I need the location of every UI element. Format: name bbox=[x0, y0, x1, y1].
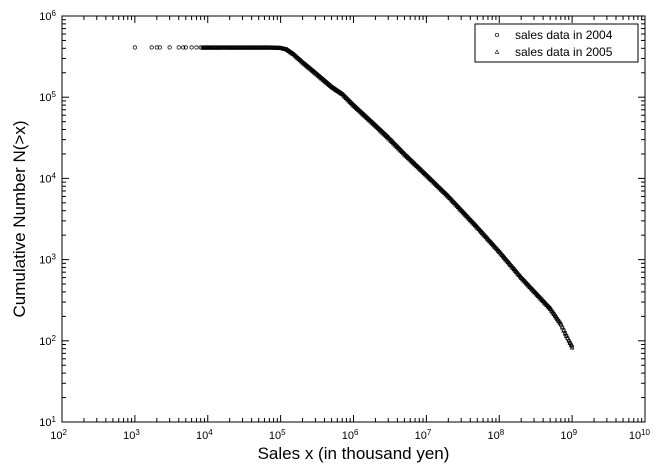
x-tick-label: 104 bbox=[196, 428, 213, 443]
data-point-2005 bbox=[569, 345, 575, 350]
x-axis-title: Sales x (in thousand yen) bbox=[258, 444, 450, 463]
data-point-2005 bbox=[565, 335, 570, 341]
data-point-2005 bbox=[568, 342, 574, 348]
legend-label-2005: sales data in 2005 bbox=[515, 45, 613, 59]
data-point-2005 bbox=[279, 45, 285, 51]
y-axis-title: Cumulative Number N(>x) bbox=[10, 121, 29, 318]
series-2004 bbox=[132, 45, 575, 349]
data-layer bbox=[132, 45, 575, 350]
data-point-2004 bbox=[167, 45, 172, 50]
data-point-2005 bbox=[559, 325, 565, 330]
data-point-2005 bbox=[281, 46, 287, 51]
x-tick-label: 108 bbox=[488, 428, 505, 443]
data-point-2005 bbox=[564, 333, 569, 338]
x-tick-label: 1010 bbox=[629, 428, 651, 443]
legend-marker-2004 bbox=[494, 32, 500, 38]
x-tick-label: 103 bbox=[123, 428, 140, 443]
data-point-2004 bbox=[157, 45, 162, 50]
legend: sales data in 2004 sales data in 2005 bbox=[474, 23, 639, 63]
legend-circle-icon bbox=[494, 32, 500, 38]
data-point-2005 bbox=[558, 322, 564, 327]
x-tick-label: 105 bbox=[269, 428, 286, 443]
x-tick-label: 106 bbox=[342, 428, 359, 443]
data-point-2004 bbox=[189, 45, 194, 50]
legend-label-2004: sales data in 2004 bbox=[515, 28, 613, 42]
data-point-2004 bbox=[132, 45, 137, 50]
legend-triangle-icon bbox=[494, 49, 500, 54]
tick-layer: 102 103 104 105 106 107 108 109 1010101102103104… bbox=[39, 9, 650, 443]
legend-marker-2005 bbox=[494, 49, 500, 54]
y-tick-label: 104 bbox=[39, 171, 56, 186]
data-point-2004 bbox=[154, 45, 159, 50]
data-point-2005 bbox=[566, 338, 572, 343]
plot-frame bbox=[61, 15, 646, 423]
data-point-2004 bbox=[176, 45, 181, 50]
x-tick-label: 107 bbox=[415, 428, 432, 443]
data-point-2004 bbox=[183, 45, 188, 50]
series-2005 bbox=[200, 45, 575, 350]
y-tick-label: 103 bbox=[39, 252, 56, 267]
x-tick-label: 109 bbox=[560, 428, 577, 443]
data-point-2005 bbox=[567, 340, 573, 345]
data-point-2004 bbox=[149, 45, 154, 50]
data-point-2005 bbox=[562, 331, 568, 336]
data-point-2005 bbox=[282, 46, 288, 52]
y-tick-label: 102 bbox=[39, 333, 56, 348]
y-tick-label: 101 bbox=[39, 415, 56, 430]
data-point-2005 bbox=[561, 328, 566, 333]
y-tick-label: 106 bbox=[39, 9, 56, 24]
data-point-2005 bbox=[280, 46, 286, 51]
data-point-2004 bbox=[194, 45, 199, 50]
legend-box bbox=[474, 23, 639, 63]
x-tick-label: 102 bbox=[50, 428, 67, 443]
y-tick-label: 105 bbox=[39, 90, 56, 105]
data-point-2004 bbox=[181, 45, 186, 50]
data-point-2005 bbox=[278, 45, 283, 50]
